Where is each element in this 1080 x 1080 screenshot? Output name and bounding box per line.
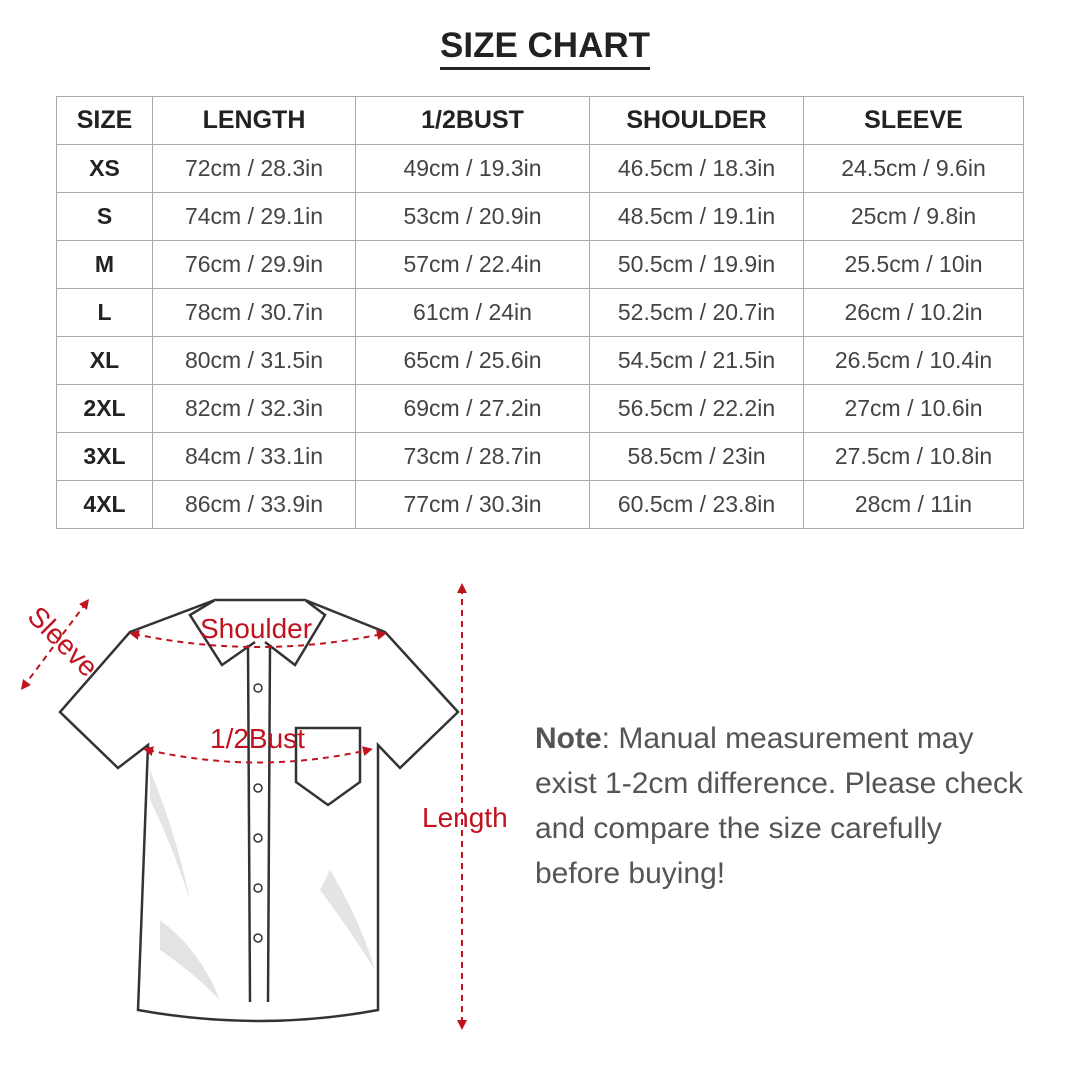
measurement-cell: 25.5cm / 10in xyxy=(803,240,1024,289)
measurement-cell: 82cm / 32.3in xyxy=(152,384,356,433)
measurement-cell: 52.5cm / 20.7in xyxy=(589,288,804,337)
column-header: 1/2BUST xyxy=(355,96,590,145)
bust-label: 1/2Bust xyxy=(210,723,305,754)
measurement-cell: 28cm / 11in xyxy=(803,480,1024,529)
column-header: SHOULDER xyxy=(589,96,804,145)
table-row: 2XL 82cm / 32.3in 69cm / 27.2in 56.5cm / 22… xyxy=(56,384,1024,433)
measurement-cell: 26cm / 10.2in xyxy=(803,288,1024,337)
table-row: 4XL 86cm / 33.9in 77cm / 30.3in 60.5cm / 23… xyxy=(56,480,1024,529)
table-row: XL 80cm / 31.5in 65cm / 25.6in 54.5cm / 21.… xyxy=(56,336,1024,385)
size-cell: M xyxy=(56,240,153,289)
shirt-diagram: Shoulder 1/2Bust Length Sleeve xyxy=(21,583,508,1030)
size-cell: 3XL xyxy=(56,432,153,481)
page-title: SIZE CHART xyxy=(0,26,1080,70)
size-cell: 4XL xyxy=(56,480,153,529)
measurement-cell: 69cm / 27.2in xyxy=(355,384,590,433)
size-cell: L xyxy=(56,288,153,337)
table-row: XS 72cm / 28.3in 49cm / 19.3in 46.5cm / 18.… xyxy=(56,144,1024,193)
table-row: M 76cm / 29.9in 57cm / 22.4in 50.5cm / 19.9… xyxy=(56,240,1024,289)
note-text: Note: Manual measurement may exist 1-2cm… xyxy=(535,722,1024,890)
measurement-cell: 86cm / 33.9in xyxy=(152,480,356,529)
length-label: Length xyxy=(422,802,508,833)
table-row: 3XL 84cm / 33.1in 73cm / 28.7in 58.5cm / 23… xyxy=(56,432,1024,481)
column-header: LENGTH xyxy=(152,96,356,145)
measurement-cell: 27.5cm / 10.8in xyxy=(803,432,1024,481)
measurement-cell: 72cm / 28.3in xyxy=(152,144,356,193)
measurement-cell: 65cm / 25.6in xyxy=(355,336,590,385)
measurement-cell: 84cm / 33.1in xyxy=(152,432,356,481)
size-cell: S xyxy=(56,192,153,241)
column-header: SIZE xyxy=(56,96,153,145)
shoulder-label: Shoulder xyxy=(200,613,312,644)
table-row: S 74cm / 29.1in 53cm / 20.9in 48.5cm / 19.1… xyxy=(56,192,1024,241)
table-header: SIZE LENGTH 1/2BUST SHOULDER SLEEVE xyxy=(56,96,1024,145)
shirt-outline xyxy=(58,598,460,1023)
measurement-cell: 50.5cm / 19.9in xyxy=(589,240,804,289)
measurement-cell: 77cm / 30.3in xyxy=(355,480,590,529)
measurement-cell: 78cm / 30.7in xyxy=(152,288,356,337)
measurement-cell: 24.5cm / 9.6in xyxy=(803,144,1024,193)
measurement-cell: 53cm / 20.9in xyxy=(355,192,590,241)
buttons xyxy=(253,683,263,943)
size-cell: XL xyxy=(56,336,153,385)
measurement-cell: 48.5cm / 19.1in xyxy=(589,192,804,241)
size-cell: XS xyxy=(56,144,153,193)
measurement-cell: 46.5cm / 18.3in xyxy=(589,144,804,193)
measurement-cell: 73cm / 28.7in xyxy=(355,432,590,481)
table-row: L 78cm / 30.7in 61cm / 24in 52.5cm / 20.7in… xyxy=(56,288,1024,337)
sleeve-label: Sleeve xyxy=(22,600,104,682)
measurement-cell: 56.5cm / 22.2in xyxy=(589,384,804,433)
measurement-cell: 74cm / 29.1in xyxy=(152,192,356,241)
measurement-cell: 58.5cm / 23in xyxy=(589,432,804,481)
bust-measure-line xyxy=(143,746,373,764)
measurement-cell: 76cm / 29.9in xyxy=(152,240,356,289)
measurement-cell: 27cm / 10.6in xyxy=(803,384,1024,433)
measurement-cell: 57cm / 22.4in xyxy=(355,240,590,289)
shoulder-measure-line xyxy=(129,630,387,648)
column-header: SLEEVE xyxy=(803,96,1024,145)
size-table: SIZE LENGTH 1/2BUST SHOULDER SLEEVE XS 72cm /… xyxy=(56,96,1024,529)
size-cell: 2XL xyxy=(56,384,153,433)
measurement-cell: 60.5cm / 23.8in xyxy=(589,480,804,529)
measurement-cell: 25cm / 9.8in xyxy=(803,192,1024,241)
measurement-cell: 61cm / 24in xyxy=(355,288,590,337)
measurement-cell: 26.5cm / 10.4in xyxy=(803,336,1024,385)
measurement-cell: 49cm / 19.3in xyxy=(355,144,590,193)
measurement-cell: 80cm / 31.5in xyxy=(152,336,356,385)
measurement-cell: 54.5cm / 21.5in xyxy=(589,336,804,385)
